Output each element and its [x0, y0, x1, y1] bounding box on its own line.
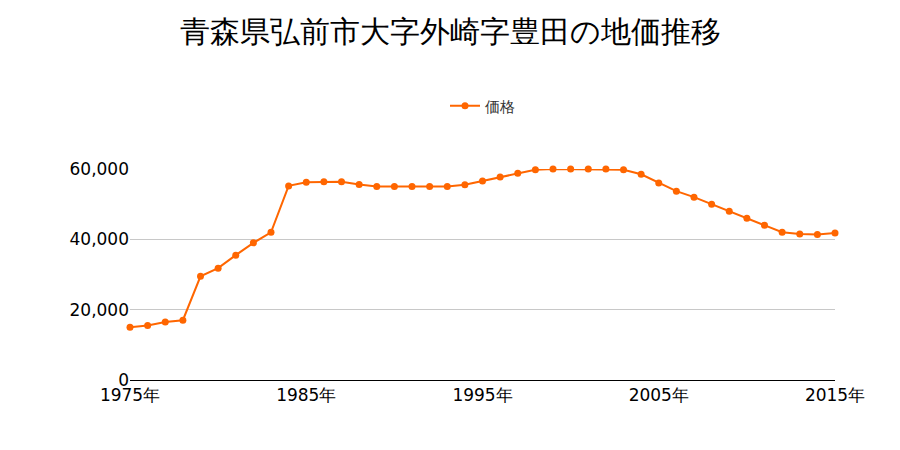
svg-text:60,000: 60,000: [70, 159, 129, 179]
svg-text:青森県弘前市大字外崎字豊田の地価推移: 青森県弘前市大字外崎字豊田の地価推移: [180, 14, 721, 49]
svg-text:0: 0: [118, 370, 129, 390]
svg-text:2005年: 2005年: [629, 385, 689, 405]
svg-text:2015年: 2015年: [805, 385, 865, 405]
svg-text:40,000: 40,000: [70, 229, 129, 249]
svg-text:1985年: 1985年: [276, 385, 336, 405]
svg-text:価格: 価格: [485, 98, 515, 116]
svg-text:1995年: 1995年: [452, 385, 512, 405]
svg-text:20,000: 20,000: [70, 300, 129, 320]
svg-text:1975年: 1975年: [100, 385, 160, 405]
